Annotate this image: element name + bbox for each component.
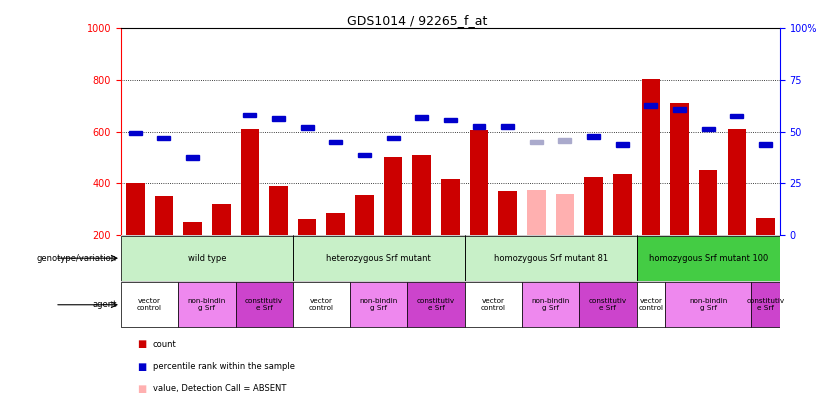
Bar <box>641 79 661 235</box>
Bar <box>499 191 517 235</box>
Bar <box>272 116 285 121</box>
Text: ■: ■ <box>138 362 147 371</box>
Text: ■: ■ <box>138 384 147 394</box>
Bar <box>527 190 545 235</box>
Bar <box>412 155 431 235</box>
Bar <box>326 213 345 235</box>
Bar <box>636 282 666 327</box>
Text: vector
control: vector control <box>638 298 663 311</box>
Bar <box>727 129 746 235</box>
Text: constitutiv
e Srf: constitutiv e Srf <box>417 298 455 311</box>
Bar <box>350 282 407 327</box>
Bar <box>645 104 657 108</box>
Bar <box>293 282 350 327</box>
Bar <box>559 139 571 143</box>
Bar <box>301 126 314 130</box>
Bar <box>699 171 717 235</box>
Text: constitutiv
e Srf: constitutiv e Srf <box>245 298 284 311</box>
Bar <box>666 282 751 327</box>
Text: homozygous Srf mutant 81: homozygous Srf mutant 81 <box>494 254 608 263</box>
Bar <box>128 130 142 135</box>
Text: non-bindin
g Srf: non-bindin g Srf <box>689 298 727 311</box>
Bar <box>244 113 256 117</box>
Bar <box>183 222 202 235</box>
Bar <box>473 124 485 129</box>
Bar <box>407 282 465 327</box>
Bar <box>121 282 178 327</box>
Bar <box>701 127 715 131</box>
Bar <box>756 218 775 235</box>
Bar <box>441 179 460 235</box>
Bar <box>636 236 780 281</box>
Text: agent: agent <box>93 300 117 309</box>
Bar <box>121 236 293 281</box>
Bar <box>580 282 636 327</box>
Text: wild type: wild type <box>188 254 226 263</box>
Bar <box>501 124 514 129</box>
Bar <box>158 136 170 141</box>
Text: ■: ■ <box>138 339 147 349</box>
Text: homozygous Srf mutant 100: homozygous Srf mutant 100 <box>649 254 768 263</box>
Bar <box>384 158 402 235</box>
Text: vector
control: vector control <box>481 298 506 311</box>
Bar <box>126 183 144 235</box>
Bar <box>587 134 600 139</box>
Bar <box>671 103 689 235</box>
Text: non-bindin
g Srf: non-bindin g Srf <box>359 298 398 311</box>
Bar <box>751 282 780 327</box>
Bar <box>415 115 428 120</box>
Bar <box>329 140 342 144</box>
Bar <box>186 155 199 160</box>
Text: vector
control: vector control <box>137 298 162 311</box>
Bar <box>555 194 575 235</box>
Bar <box>358 153 371 157</box>
Bar <box>355 195 374 235</box>
Bar <box>470 130 489 235</box>
Bar <box>154 196 173 235</box>
Bar <box>759 142 772 147</box>
Bar <box>613 174 631 235</box>
Bar <box>615 142 629 147</box>
Bar <box>387 136 399 141</box>
Bar <box>522 282 580 327</box>
Text: count: count <box>153 340 176 349</box>
Bar <box>269 186 288 235</box>
Text: percentile rank within the sample: percentile rank within the sample <box>153 362 294 371</box>
Bar <box>293 236 465 281</box>
Bar <box>465 282 522 327</box>
Text: constitutiv
e Srf: constitutiv e Srf <box>746 298 785 311</box>
Text: value, Detection Call = ABSENT: value, Detection Call = ABSENT <box>153 384 286 393</box>
Bar <box>240 129 259 235</box>
Text: heterozygous Srf mutant: heterozygous Srf mutant <box>326 254 431 263</box>
Text: constitutiv
e Srf: constitutiv e Srf <box>589 298 627 311</box>
Text: non-bindin
g Srf: non-bindin g Srf <box>188 298 226 311</box>
Title: GDS1014 / 92265_f_at: GDS1014 / 92265_f_at <box>347 14 488 27</box>
Bar <box>212 204 230 235</box>
Bar <box>465 236 636 281</box>
Text: genotype/variation: genotype/variation <box>37 254 117 263</box>
Bar <box>530 140 543 144</box>
Text: non-bindin
g Srf: non-bindin g Srf <box>531 298 570 311</box>
Text: vector
control: vector control <box>309 298 334 311</box>
Bar <box>298 220 316 235</box>
Bar <box>444 118 457 122</box>
Bar <box>731 114 743 118</box>
Bar <box>585 177 603 235</box>
Bar <box>673 107 686 112</box>
Bar <box>178 282 235 327</box>
Bar <box>235 282 293 327</box>
